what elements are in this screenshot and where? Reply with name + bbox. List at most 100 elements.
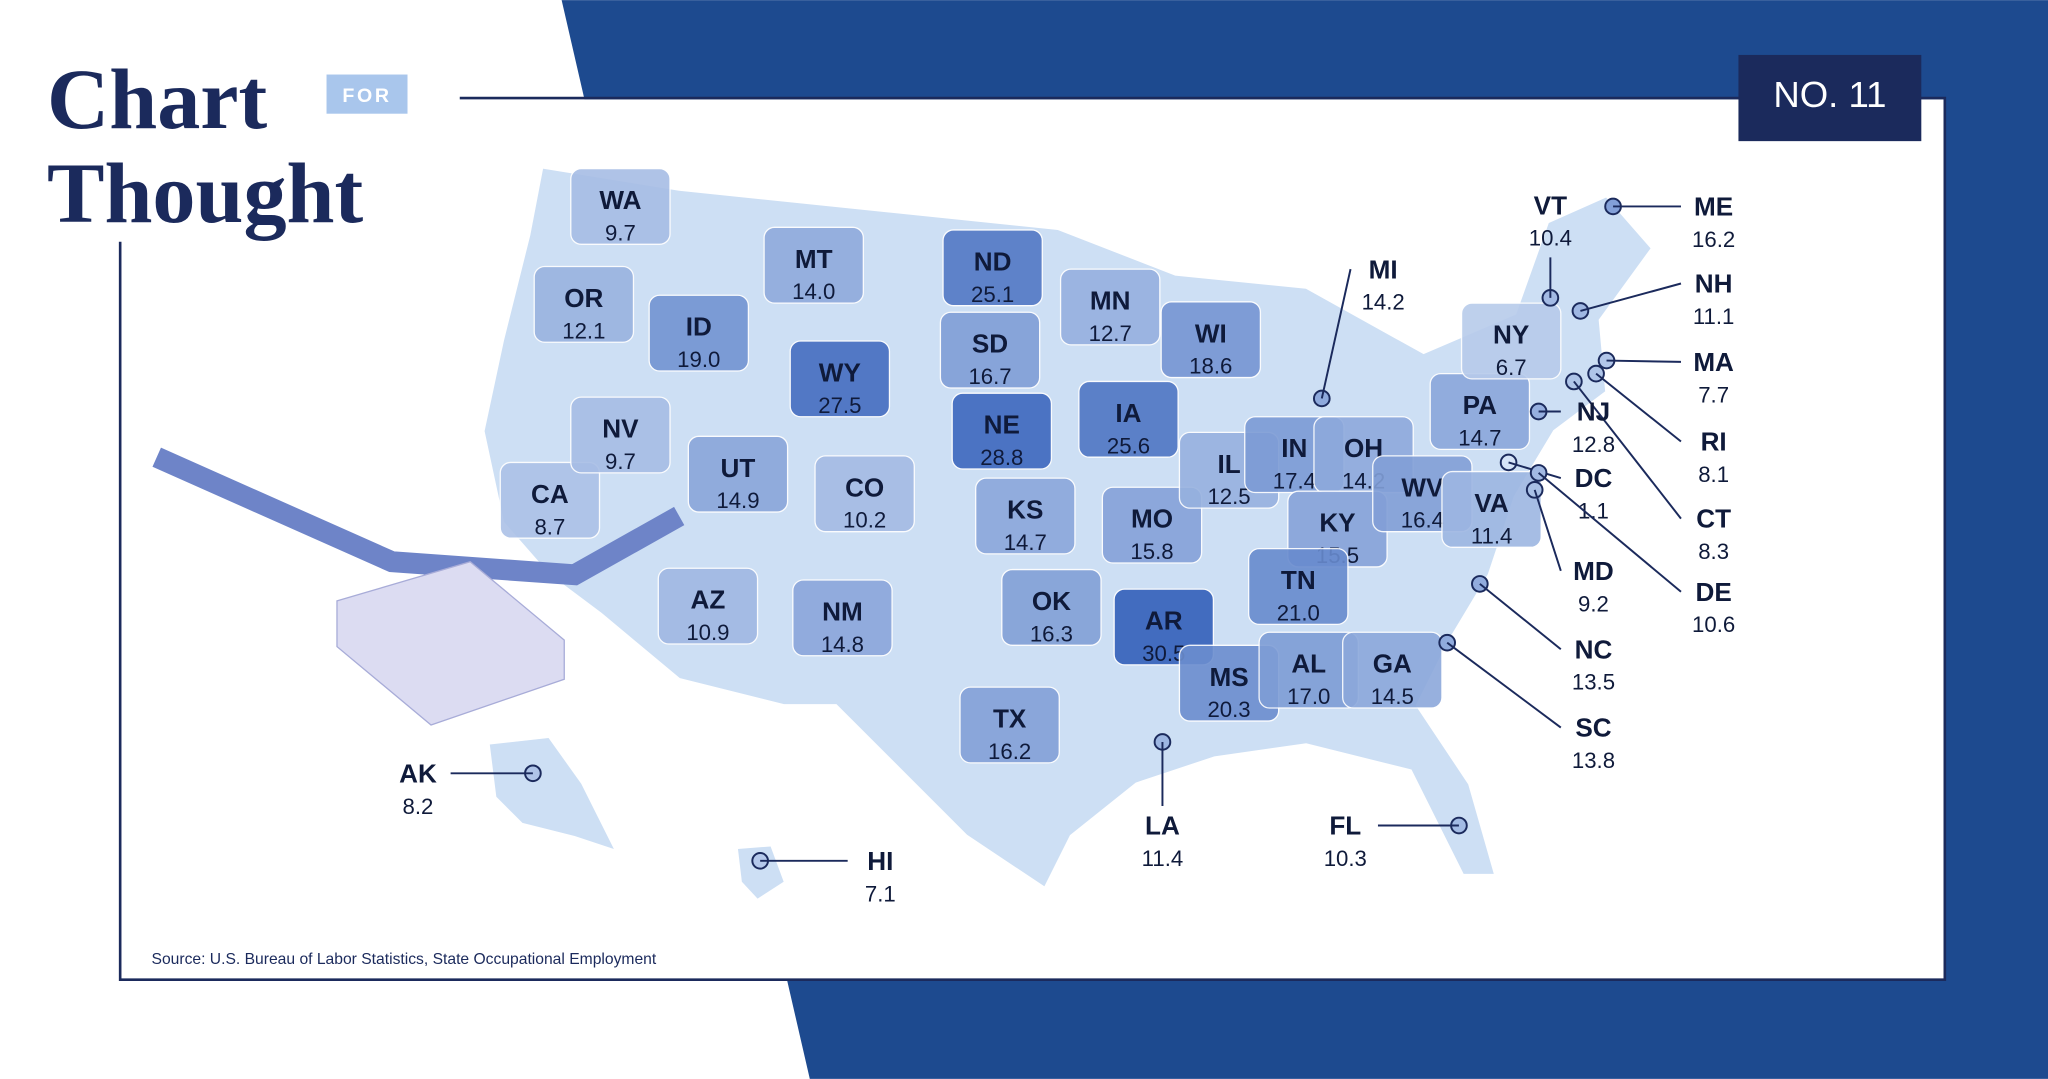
state-value: 10.4 <box>1529 226 1572 251</box>
state-code: OR <box>564 283 603 313</box>
state-code: DE <box>1695 577 1731 607</box>
state-tile <box>942 229 1043 307</box>
state-value: 21.0 <box>1277 600 1320 625</box>
state-value: 13.5 <box>1572 670 1615 695</box>
state-tile <box>648 294 750 372</box>
state-code: WY <box>819 357 861 387</box>
state-code: MN <box>1090 286 1131 316</box>
state-code: TN <box>1281 565 1316 595</box>
state-value: 14.0 <box>792 279 835 304</box>
state-layer: WA 9.7 OR 12.1 CA 8.7 NV 9.7 ID 19.0 MT 14.0 WY 27.5 U… <box>399 167 1735 906</box>
state-value: 18.6 <box>1189 354 1232 379</box>
state-value: 8.7 <box>534 514 565 539</box>
state-tile <box>1342 631 1443 709</box>
state-tile <box>570 167 671 245</box>
state-value: 8.1 <box>1698 462 1729 487</box>
state-value: 14.7 <box>1458 425 1501 450</box>
state-code: AR <box>1145 606 1183 636</box>
state-value: 20.3 <box>1207 697 1250 722</box>
state-code: IL <box>1217 449 1240 479</box>
state-code: NC <box>1575 634 1613 664</box>
state-value: 16.3 <box>1030 621 1073 646</box>
state-code: MI <box>1369 254 1398 284</box>
state-code: CO <box>845 472 884 502</box>
state-tile <box>975 477 1076 555</box>
state-code: IN <box>1281 433 1307 463</box>
state-tile <box>1101 486 1203 564</box>
state-value: 16.4 <box>1401 508 1444 533</box>
state-value: 16.2 <box>988 739 1031 764</box>
state-value: 12.7 <box>1089 321 1132 346</box>
logo-badge <box>326 74 408 114</box>
state-code: PA <box>1463 390 1497 420</box>
state-tile <box>533 265 635 343</box>
state-code: UT <box>721 453 756 483</box>
state-tile <box>1001 568 1102 646</box>
number-badge-text: NO. 11 <box>1773 74 1886 115</box>
state-code: IA <box>1115 398 1141 428</box>
leader-line <box>1595 372 1682 443</box>
state-tile <box>1248 547 1349 626</box>
alaska-outline <box>489 738 614 850</box>
state-tile <box>1460 302 1562 380</box>
state-code: KS <box>1007 495 1043 525</box>
state-value: 12.5 <box>1207 484 1250 509</box>
state-tile <box>1078 380 1179 458</box>
state-code: OK <box>1032 586 1071 616</box>
state-value: 9.7 <box>605 220 636 245</box>
state-value: 13.8 <box>1572 748 1615 773</box>
state-tile <box>792 579 893 657</box>
state-code: MO <box>1131 504 1173 534</box>
state-value: 15.8 <box>1130 539 1173 564</box>
state-code: MT <box>795 244 833 274</box>
state-tile <box>814 455 915 533</box>
factory <box>336 560 565 726</box>
state-value: 30.5 <box>1142 641 1185 666</box>
state-code: NY <box>1493 320 1529 350</box>
state-tile <box>951 392 1053 470</box>
state-tile <box>499 461 601 539</box>
state-value: 11.1 <box>1693 304 1735 329</box>
state-code: DC <box>1575 463 1613 493</box>
state-value: 19.0 <box>677 347 720 372</box>
leader-line <box>1537 472 1682 593</box>
state-value: 9.7 <box>605 449 636 474</box>
state-value: 25.6 <box>1107 433 1150 458</box>
leader-line <box>1580 282 1682 312</box>
logo-line1: Chart <box>47 51 268 147</box>
state-value: 16.7 <box>968 364 1011 389</box>
state-code: MD <box>1573 556 1614 586</box>
state-code: AZ <box>691 585 726 615</box>
state-code: WV <box>1401 472 1444 502</box>
state-value: 12.8 <box>1572 432 1615 457</box>
state-value: 10.3 <box>1324 846 1367 871</box>
state-code: VT <box>1534 190 1567 220</box>
state-tile <box>1059 268 1161 346</box>
state-code: AL <box>1291 649 1326 679</box>
state-code: CT <box>1696 504 1731 534</box>
state-value: 14.5 <box>1371 684 1414 709</box>
state-value: 14.9 <box>716 488 759 513</box>
frame-border <box>118 96 1947 981</box>
state-code: ID <box>686 312 712 342</box>
leader-line <box>1479 583 1562 650</box>
state-code: SC <box>1575 713 1611 743</box>
state-value: 12.1 <box>562 318 605 343</box>
state-code: CA <box>531 479 569 509</box>
leader-line <box>1573 380 1682 520</box>
state-value: 10.2 <box>843 508 886 533</box>
state-tile <box>570 396 671 474</box>
road <box>152 447 685 586</box>
state-value: 10.9 <box>686 620 729 645</box>
state-code: ND <box>974 246 1012 276</box>
state-code: NV <box>602 414 639 444</box>
state-code: MA <box>1693 347 1734 377</box>
state-value: 16.2 <box>1692 227 1735 252</box>
number-badge <box>1738 54 1922 142</box>
state-code: AK <box>399 758 437 788</box>
state-code: KY <box>1319 508 1355 538</box>
state-value: 6.7 <box>1496 355 1527 380</box>
state-value: 25.1 <box>971 282 1014 307</box>
